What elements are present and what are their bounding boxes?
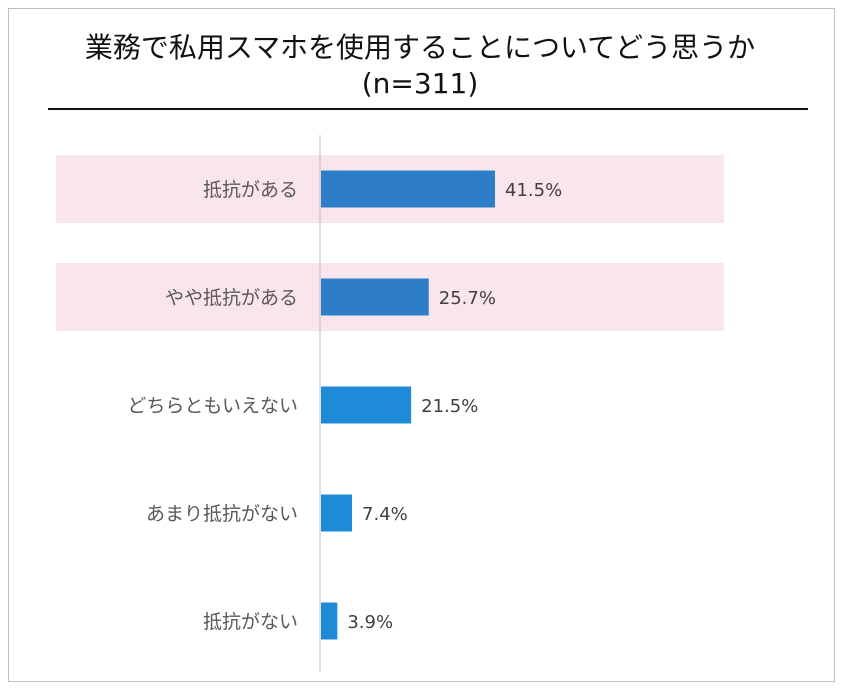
bar-5 bbox=[321, 602, 338, 640]
bar-2 bbox=[321, 278, 429, 316]
value-label-1: 41.5% bbox=[505, 180, 562, 201]
bar-1 bbox=[321, 170, 495, 208]
chart-frame bbox=[8, 8, 835, 682]
category-label-3: どちらともいえない bbox=[127, 395, 298, 417]
value-label-4: 7.4% bbox=[362, 504, 408, 525]
category-label-4: あまり抵抗がない bbox=[146, 503, 298, 525]
category-label-2: やや抵抗がある bbox=[165, 287, 298, 309]
chart-title: 業務で私用スマホを使用することについてどう思うか (n=311) bbox=[40, 30, 800, 102]
value-label-5: 3.9% bbox=[347, 612, 393, 633]
value-label-2: 25.7% bbox=[439, 288, 496, 309]
title-underline bbox=[48, 108, 808, 110]
chart-title-line2: (n=311) bbox=[361, 67, 479, 100]
bar-4 bbox=[321, 494, 353, 532]
value-label-3: 21.5% bbox=[421, 396, 478, 417]
chart-title-line1: 業務で私用スマホを使用することについてどう思うか bbox=[84, 31, 756, 64]
category-label-5: 抵抗がない bbox=[203, 611, 298, 633]
category-label-1: 抵抗がある bbox=[203, 179, 298, 201]
bar-3 bbox=[321, 386, 412, 424]
